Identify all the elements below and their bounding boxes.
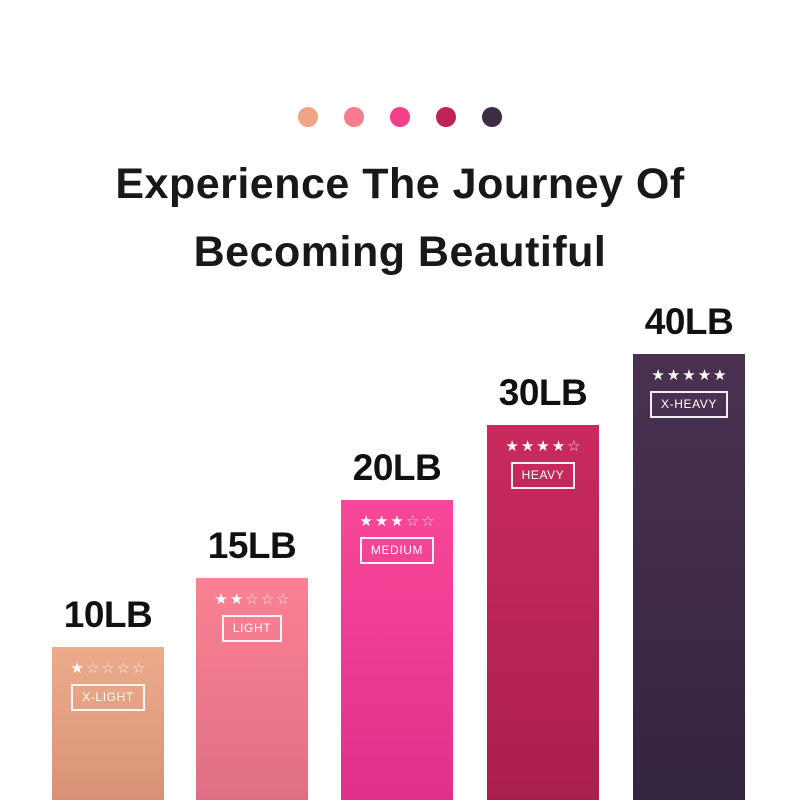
bar-weight-label: 10LB — [63, 594, 153, 635]
star-empty-icon: ☆ — [260, 591, 275, 608]
star-empty-icon: ☆ — [245, 591, 259, 608]
bar-medium[interactable]: ★ ★ ★ ☆ ☆ MEDIUM — [341, 500, 453, 800]
resistance-level-tag: MEDIUM — [359, 537, 435, 564]
star-empty-icon: ☆ — [405, 513, 420, 530]
bar-heavy[interactable]: ★ ★ ★ ★ ☆ HEAVY — [487, 425, 599, 800]
star-empty-icon: ☆ — [276, 591, 290, 608]
color-swatch-row — [0, 107, 800, 127]
star-filled-icon: ★ — [359, 513, 373, 530]
star-empty-icon: ☆ — [101, 660, 115, 677]
resistance-level-tag: X-LIGHT — [71, 684, 145, 711]
bar-weight-label: 30LB — [498, 372, 588, 413]
page-title-line-1: Experience The Journey Of — [115, 160, 685, 208]
star-filled-icon: ★ — [374, 513, 389, 530]
bar-badge: ★ ☆ ☆ ☆ ☆ X-LIGHT — [52, 661, 164, 711]
star-filled-icon: ★ — [697, 367, 712, 384]
star-empty-icon: ☆ — [85, 660, 100, 677]
bar-group-heavy[interactable]: 30LB ★ ★ ★ ★ ☆ HEAVY — [487, 373, 599, 800]
star-filled-icon: ★ — [390, 513, 404, 530]
page-title-line-2: Becoming Beautiful — [193, 228, 607, 276]
star-filled-icon: ★ — [70, 660, 84, 677]
star-filled-icon: ★ — [682, 367, 696, 384]
dot-light — [344, 107, 364, 127]
bar-x-heavy[interactable]: ★ ★ ★ ★ ★ X-HEAVY — [633, 354, 745, 800]
star-filled-icon: ★ — [651, 367, 665, 384]
star-empty-icon: ☆ — [132, 660, 146, 677]
rating-stars: ★ ★ ☆ ☆ ☆ — [214, 592, 289, 608]
bar-weight-label: 40LB — [644, 301, 734, 342]
dot-x-light — [298, 107, 318, 127]
star-empty-icon: ☆ — [567, 438, 581, 455]
rating-stars: ★ ☆ ☆ ☆ ☆ — [70, 661, 145, 677]
rating-stars: ★ ★ ★ ★ ☆ — [505, 439, 580, 455]
bar-group-x-heavy[interactable]: 40LB ★ ★ ★ ★ ★ X-HEAVY — [633, 302, 745, 800]
rating-stars: ★ ★ ★ ☆ ☆ — [359, 514, 434, 530]
star-filled-icon: ★ — [520, 438, 535, 455]
star-filled-icon: ★ — [505, 438, 519, 455]
page-title: Experience The Journey Of Becoming Beaut… — [0, 150, 800, 286]
bar-group-x-light[interactable]: 10LB ★ ☆ ☆ ☆ ☆ X-LIGHT — [52, 595, 164, 800]
star-filled-icon: ★ — [536, 438, 550, 455]
bar-group-light[interactable]: 15LB ★ ★ ☆ ☆ ☆ LIGHT — [196, 526, 308, 800]
star-filled-icon: ★ — [713, 367, 727, 384]
rating-stars: ★ ★ ★ ★ ★ — [651, 368, 726, 384]
bar-badge: ★ ★ ★ ★ ☆ HEAVY — [487, 439, 599, 489]
bar-x-light[interactable]: ★ ☆ ☆ ☆ ☆ X-LIGHT — [52, 647, 164, 800]
resistance-level-tag: LIGHT — [221, 615, 283, 642]
dot-heavy — [436, 107, 456, 127]
bar-badge: ★ ★ ★ ★ ★ X-HEAVY — [633, 368, 745, 418]
resistance-level-tag: HEAVY — [510, 462, 576, 489]
bar-badge: ★ ★ ☆ ☆ ☆ LIGHT — [196, 592, 308, 642]
star-filled-icon: ★ — [214, 591, 228, 608]
resistance-level-tag: X-HEAVY — [650, 391, 728, 418]
bar-weight-label: 15LB — [207, 525, 297, 566]
bar-weight-label: 20LB — [352, 447, 442, 488]
star-filled-icon: ★ — [229, 591, 244, 608]
star-filled-icon: ★ — [551, 438, 566, 455]
bar-badge: ★ ★ ★ ☆ ☆ MEDIUM — [341, 514, 453, 564]
bar-group-medium[interactable]: 20LB ★ ★ ★ ☆ ☆ MEDIUM — [341, 448, 453, 800]
star-empty-icon: ☆ — [116, 660, 131, 677]
dot-medium — [390, 107, 410, 127]
dot-x-heavy — [482, 107, 502, 127]
bar-light[interactable]: ★ ★ ☆ ☆ ☆ LIGHT — [196, 578, 308, 800]
star-filled-icon: ★ — [666, 367, 681, 384]
star-empty-icon: ☆ — [421, 513, 435, 530]
